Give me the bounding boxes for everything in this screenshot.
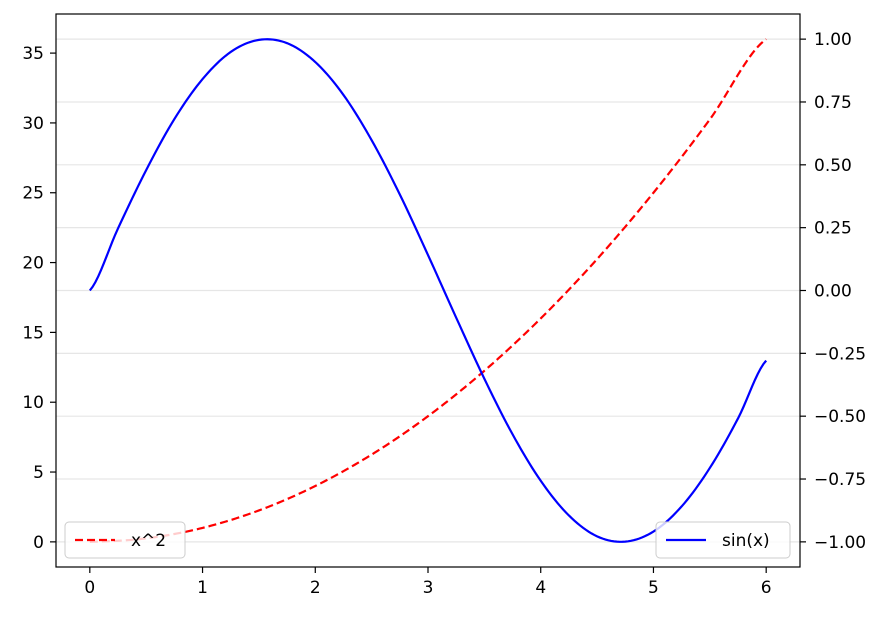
legend-sin-x: sin(x) [655, 521, 791, 559]
y2-tick-label: −0.50 [814, 407, 866, 427]
y2-tick-label: −0.25 [814, 344, 866, 364]
y2-tick-label: −0.75 [814, 470, 866, 490]
legend-x-squared: x^2 [64, 521, 186, 559]
y-tick-label: 35 [22, 44, 44, 64]
y-tick-label: 5 [33, 463, 44, 483]
x-tick-label: 5 [648, 578, 659, 598]
legend-box [64, 521, 186, 559]
x-tick-label: 0 [84, 578, 95, 598]
legend-label: x^2 [131, 531, 166, 551]
x-tick-label: 6 [761, 578, 772, 598]
legend-label: sin(x) [722, 531, 770, 551]
x-axis: 0 1 2 3 4 5 6 [84, 567, 772, 598]
y2-tick-label: 0.25 [814, 219, 852, 239]
y2-tick-label: 0.00 [814, 282, 852, 302]
y-tick-label: 30 [22, 114, 44, 134]
y-axis-right: −1.00 −0.75 −0.50 −0.25 0.00 0.25 0.50 0.75 1.00 [800, 30, 866, 553]
plot-area [88, 38, 768, 543]
legends: x^2 sin(x) [64, 521, 791, 559]
x-tick-label: 4 [535, 578, 546, 598]
y-tick-label: 15 [22, 323, 44, 343]
y2-tick-label: 1.00 [814, 30, 852, 50]
y-axis-left: 0 5 10 15 20 25 30 35 [22, 44, 56, 553]
x-tick-label: 3 [423, 578, 434, 598]
x-tick-label: 2 [310, 578, 321, 598]
series-line-x-squared [89, 38, 767, 543]
series-line-sin-x [88, 38, 768, 543]
y2-tick-label: −1.00 [814, 533, 866, 553]
y-tick-label: 10 [22, 393, 44, 413]
y2-tick-label: 0.50 [814, 156, 852, 176]
y-tick-label: 25 [22, 184, 44, 204]
y2-tick-label: 0.75 [814, 93, 852, 113]
y-tick-label: 20 [22, 254, 44, 274]
x-tick-label: 1 [197, 578, 208, 598]
legend-box [655, 521, 791, 559]
y-tick-label: 0 [33, 533, 44, 553]
